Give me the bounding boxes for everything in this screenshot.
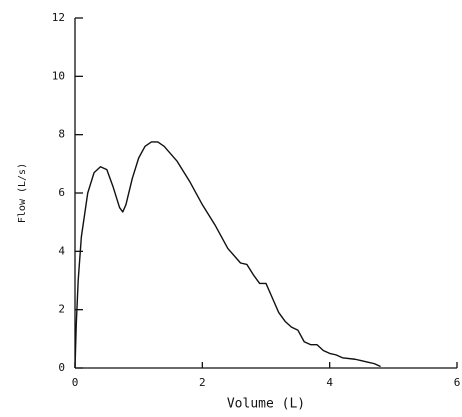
y-tick-label: 10: [52, 69, 65, 82]
y-tick-label: 2: [58, 303, 65, 316]
y-tick-label: 12: [52, 11, 65, 24]
x-tick-label: 6: [454, 376, 461, 389]
x-tick-label: 2: [199, 376, 206, 389]
x-tick-label: 0: [72, 376, 79, 389]
y-tick-label: 0: [58, 361, 65, 374]
y-tick-label: 6: [58, 186, 65, 199]
y-tick-label: 8: [58, 128, 65, 141]
flow-volume-curve: [74, 141, 381, 369]
x-axis-label: Volume (L): [227, 397, 305, 412]
y-axis-label: Flow (L/s): [17, 163, 28, 223]
y-tick-label: 4: [58, 244, 65, 257]
x-tick-label: 4: [326, 376, 333, 389]
